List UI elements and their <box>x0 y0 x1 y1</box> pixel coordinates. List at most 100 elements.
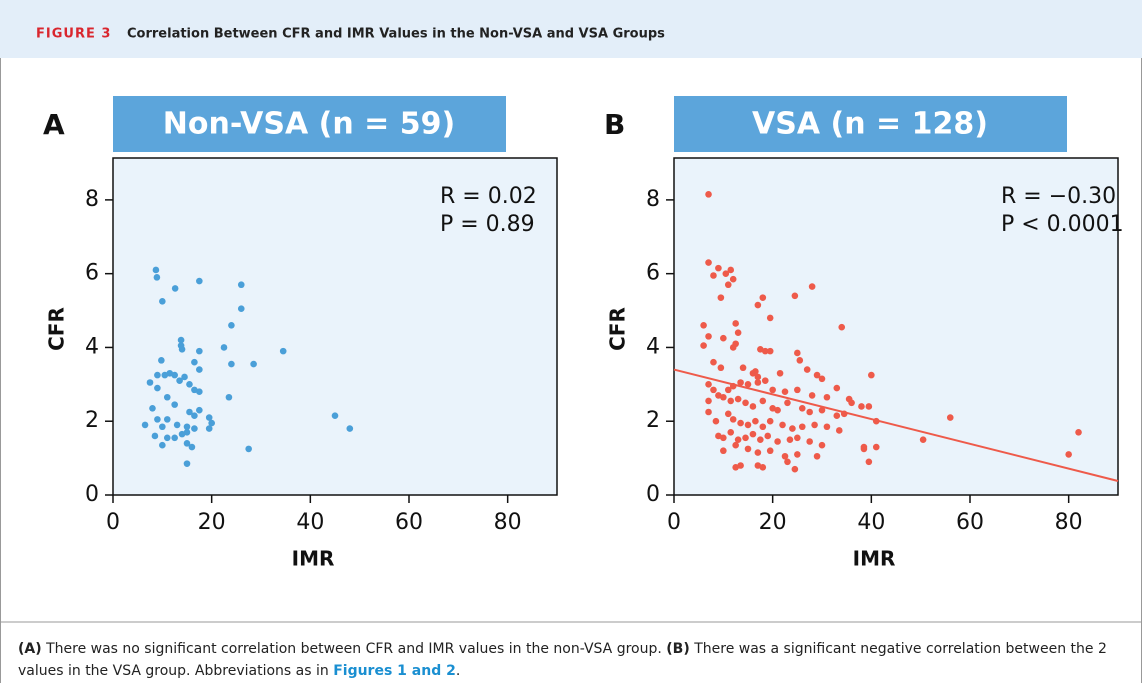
point <box>766 447 774 455</box>
point <box>163 416 171 423</box>
point <box>766 347 774 355</box>
x-tick-label: 40 <box>296 510 324 535</box>
point <box>858 403 865 410</box>
point <box>781 452 789 460</box>
point <box>191 358 198 366</box>
point <box>724 410 732 418</box>
y-axis-label: CFR <box>45 307 69 351</box>
point <box>724 281 732 289</box>
point <box>776 369 784 377</box>
point <box>183 460 191 467</box>
point <box>159 298 166 305</box>
point <box>752 417 759 425</box>
point <box>205 414 213 421</box>
point <box>794 349 801 357</box>
point <box>727 428 735 436</box>
point <box>729 275 737 283</box>
fit-line <box>673 368 1119 482</box>
x-tick-label: 0 <box>667 510 681 535</box>
point <box>759 397 767 405</box>
point <box>732 340 739 348</box>
point <box>705 333 712 340</box>
point <box>868 371 875 379</box>
point <box>196 366 203 373</box>
x-tick-label: 20 <box>759 510 787 535</box>
point <box>759 464 767 471</box>
point <box>1075 428 1082 436</box>
point <box>724 386 732 394</box>
point <box>208 419 215 427</box>
y-tick-label: 6 <box>85 261 99 286</box>
annotation: P < 0.0001 <box>1001 212 1124 237</box>
point <box>860 445 868 453</box>
y-tick-label: 8 <box>646 187 660 212</box>
point <box>181 373 188 381</box>
point <box>766 417 774 425</box>
point <box>171 401 178 408</box>
y-tick-label: 0 <box>85 482 99 507</box>
point <box>732 320 739 327</box>
header-band <box>0 0 1142 58</box>
point <box>220 344 228 351</box>
annotation: P = 0.89 <box>440 212 535 237</box>
point <box>700 322 707 329</box>
point <box>798 423 806 431</box>
point <box>794 386 801 394</box>
point <box>806 408 813 416</box>
point <box>720 334 727 342</box>
y-tick-label: 0 <box>646 482 660 507</box>
point <box>173 421 181 429</box>
point <box>739 364 747 372</box>
point <box>813 371 821 379</box>
caption-part: (A) <box>18 641 42 657</box>
point <box>717 364 725 372</box>
point <box>250 360 257 368</box>
point <box>798 405 806 412</box>
point <box>818 375 826 383</box>
point <box>177 336 185 344</box>
panel-label: B <box>604 108 625 141</box>
point <box>727 397 735 405</box>
y-tick-label: 4 <box>85 334 99 359</box>
point <box>720 393 727 401</box>
point <box>754 449 762 456</box>
x-tick-label: 60 <box>956 510 984 535</box>
point <box>791 465 799 473</box>
y-tick-label: 2 <box>646 408 660 433</box>
point <box>154 371 161 379</box>
point <box>228 322 235 329</box>
point <box>153 274 161 281</box>
point <box>225 393 233 401</box>
y-tick-label: 2 <box>85 408 99 433</box>
panel-title-box <box>674 96 1067 152</box>
point <box>154 384 161 392</box>
point <box>237 281 245 289</box>
point <box>331 412 339 419</box>
caption: (A) There was no significant correlation… <box>18 638 1118 682</box>
point <box>279 347 287 355</box>
point <box>715 264 722 272</box>
point <box>705 408 712 416</box>
annotation: R = −0.30 <box>1001 184 1116 209</box>
point <box>796 357 804 364</box>
caption-part: There was no significant correlation bet… <box>46 641 662 657</box>
point <box>705 191 712 198</box>
x-tick-label: 60 <box>395 510 423 535</box>
caption-link[interactable]: Figures 1 and 2 <box>333 663 456 679</box>
point <box>744 381 752 388</box>
point <box>737 462 744 469</box>
point <box>171 434 178 442</box>
y-tick-label: 6 <box>646 261 660 286</box>
point <box>722 270 730 277</box>
point <box>183 440 191 447</box>
x-tick-label: 80 <box>1055 510 1083 535</box>
point <box>808 392 816 399</box>
point <box>759 294 767 301</box>
point <box>228 360 235 368</box>
point <box>734 395 742 403</box>
point <box>146 379 154 386</box>
point <box>710 272 717 279</box>
x-tick-label: 20 <box>198 510 226 535</box>
point <box>346 425 354 432</box>
annotation: R = 0.02 <box>440 184 537 209</box>
